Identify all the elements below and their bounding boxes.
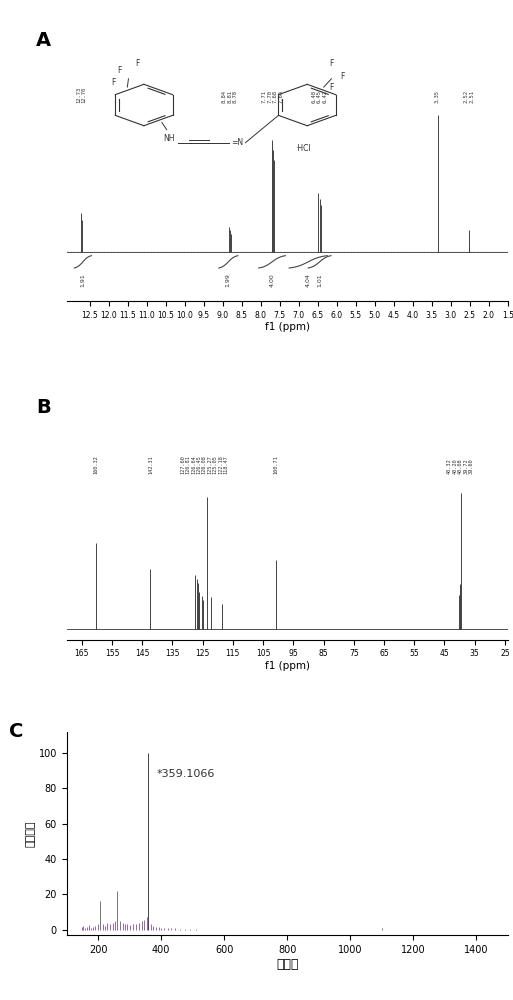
Text: B: B (36, 398, 51, 417)
Text: A: A (36, 31, 51, 50)
Text: 142.31: 142.31 (148, 455, 153, 474)
Text: F: F (111, 78, 115, 87)
Text: 6.48
6.45
6.42: 6.48 6.45 6.42 (311, 90, 328, 103)
Text: 160.32: 160.32 (93, 455, 98, 474)
Text: 1.01: 1.01 (317, 273, 322, 287)
Text: 100.71: 100.71 (273, 455, 279, 474)
Text: NH: NH (163, 134, 175, 143)
Text: F: F (329, 83, 333, 92)
X-axis label: 质荷比: 质荷比 (276, 958, 299, 970)
Text: 1.99: 1.99 (226, 273, 231, 287)
Text: 3.35: 3.35 (435, 90, 440, 103)
Text: 40.32
40.20
40.08
39.72
39.60: 40.32 40.20 40.08 39.72 39.60 (447, 458, 473, 474)
Text: ·HCl: ·HCl (295, 144, 310, 153)
Text: =N: =N (231, 138, 243, 147)
Text: 2.52
2.51: 2.52 2.51 (464, 90, 475, 103)
Text: 1.91: 1.91 (81, 273, 85, 287)
Text: C: C (9, 722, 24, 741)
Text: 4.00: 4.00 (269, 273, 274, 287)
Text: 7.71
7.70
7.68
7.66: 7.71 7.70 7.68 7.66 (262, 90, 284, 103)
Text: 127.60
126.81
126.64
126.45
126.08
125.27
125.05
122.18
118.47: 127.60 126.81 126.64 126.45 126.08 125.2… (180, 455, 228, 474)
X-axis label: f1 (ppm): f1 (ppm) (265, 322, 310, 332)
Text: F: F (340, 72, 345, 81)
Text: *359.1066: *359.1066 (156, 769, 215, 779)
Text: 8.84
8.81
8.78: 8.84 8.81 8.78 (222, 90, 238, 103)
X-axis label: f1 (ppm): f1 (ppm) (265, 661, 310, 671)
Text: F: F (329, 59, 333, 68)
Text: F: F (117, 66, 122, 75)
Text: F: F (135, 59, 140, 68)
Text: 12.73
12.70: 12.73 12.70 (76, 86, 87, 103)
Y-axis label: 相对强度: 相对强度 (26, 820, 36, 847)
Text: 4.04: 4.04 (306, 273, 311, 287)
